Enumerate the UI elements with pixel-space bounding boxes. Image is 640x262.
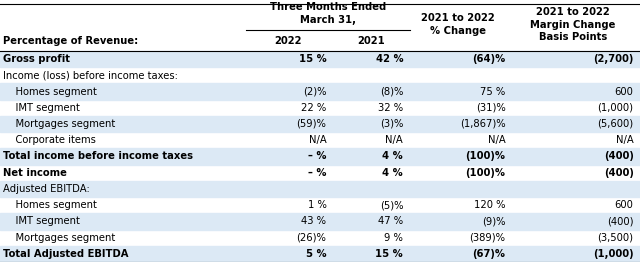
Text: IMT segment: IMT segment xyxy=(3,216,80,226)
Text: (1,000): (1,000) xyxy=(598,103,634,113)
Text: 43 %: 43 % xyxy=(301,216,326,226)
Text: (389)%: (389)% xyxy=(470,233,506,243)
Bar xyxy=(0,181,640,197)
Text: Three Months Ended
March 31,: Three Months Ended March 31, xyxy=(270,2,386,25)
Text: 32 %: 32 % xyxy=(378,103,403,113)
Text: (400): (400) xyxy=(604,151,634,161)
Text: (9)%: (9)% xyxy=(482,216,506,226)
Text: (1,000): (1,000) xyxy=(593,249,634,259)
Text: Mortgages segment: Mortgages segment xyxy=(3,233,115,243)
Bar xyxy=(0,246,640,262)
Text: 2021: 2021 xyxy=(357,36,385,46)
Text: (3,500): (3,500) xyxy=(598,233,634,243)
Text: 2021 to 2022
% Change: 2021 to 2022 % Change xyxy=(420,13,495,36)
Text: 4 %: 4 % xyxy=(383,168,403,178)
Text: (1,867)%: (1,867)% xyxy=(460,119,506,129)
Text: N/A: N/A xyxy=(308,135,326,145)
Text: Percentage of Revenue:: Percentage of Revenue: xyxy=(3,36,138,46)
Text: 15 %: 15 % xyxy=(299,54,326,64)
Text: (67)%: (67)% xyxy=(472,249,506,259)
Text: (5,600): (5,600) xyxy=(598,119,634,129)
Text: Total income before income taxes: Total income before income taxes xyxy=(3,151,193,161)
Text: (8)%: (8)% xyxy=(380,86,403,96)
Text: 9 %: 9 % xyxy=(385,233,403,243)
Text: 15 %: 15 % xyxy=(376,249,403,259)
Bar xyxy=(0,83,640,100)
Text: (59)%: (59)% xyxy=(296,119,326,129)
Text: (400): (400) xyxy=(604,168,634,178)
Text: (100)%: (100)% xyxy=(466,168,506,178)
Text: (3)%: (3)% xyxy=(380,119,403,129)
Text: N/A: N/A xyxy=(385,135,403,145)
Text: 42 %: 42 % xyxy=(376,54,403,64)
Text: 600: 600 xyxy=(615,200,634,210)
Text: Net income: Net income xyxy=(3,168,67,178)
Text: – %: – % xyxy=(308,151,326,161)
Text: Mortgages segment: Mortgages segment xyxy=(3,119,115,129)
Bar xyxy=(0,51,640,67)
Text: 47 %: 47 % xyxy=(378,216,403,226)
Bar xyxy=(0,148,640,165)
Text: Adjusted EBITDA:: Adjusted EBITDA: xyxy=(3,184,90,194)
Text: Income (loss) before income taxes:: Income (loss) before income taxes: xyxy=(3,70,178,80)
Text: Total Adjusted EBITDA: Total Adjusted EBITDA xyxy=(3,249,129,259)
Text: 2021 to 2022
Margin Change
Basis Points: 2021 to 2022 Margin Change Basis Points xyxy=(530,7,616,42)
Text: 1 %: 1 % xyxy=(308,200,326,210)
Text: (100)%: (100)% xyxy=(466,151,506,161)
Text: Homes segment: Homes segment xyxy=(3,86,97,96)
Bar xyxy=(0,213,640,230)
Text: 75 %: 75 % xyxy=(481,86,506,96)
Text: Corporate items: Corporate items xyxy=(3,135,96,145)
Text: 5 %: 5 % xyxy=(306,249,326,259)
Text: N/A: N/A xyxy=(616,135,634,145)
Bar xyxy=(0,116,640,132)
Text: (31)%: (31)% xyxy=(476,103,506,113)
Text: 120 %: 120 % xyxy=(474,200,506,210)
Text: N/A: N/A xyxy=(488,135,506,145)
Text: (2,700): (2,700) xyxy=(593,54,634,64)
Text: 2022: 2022 xyxy=(275,36,301,46)
Text: (400): (400) xyxy=(607,216,634,226)
Text: IMT segment: IMT segment xyxy=(3,103,80,113)
Text: 600: 600 xyxy=(615,86,634,96)
Text: 4 %: 4 % xyxy=(383,151,403,161)
Text: Gross profit: Gross profit xyxy=(3,54,70,64)
Text: 22 %: 22 % xyxy=(301,103,326,113)
Text: (64)%: (64)% xyxy=(472,54,506,64)
Text: Homes segment: Homes segment xyxy=(3,200,97,210)
Text: (2)%: (2)% xyxy=(303,86,326,96)
Text: (26)%: (26)% xyxy=(296,233,326,243)
Text: (5)%: (5)% xyxy=(380,200,403,210)
Text: – %: – % xyxy=(308,168,326,178)
